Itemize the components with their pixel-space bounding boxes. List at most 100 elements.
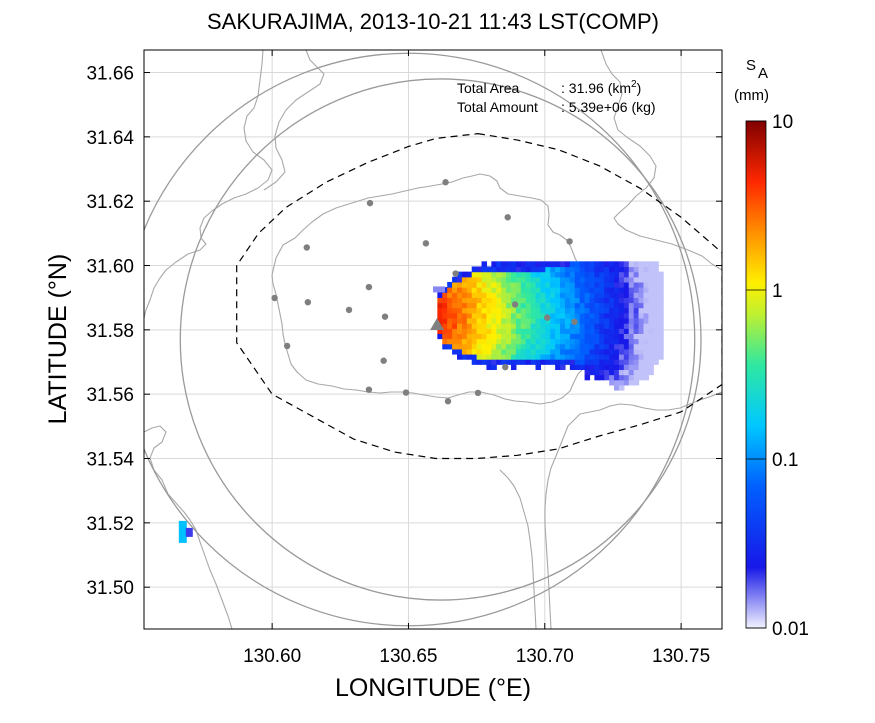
ash-cell <box>555 328 561 334</box>
total-area-unit-close: ) <box>637 80 642 96</box>
ash-cell <box>614 359 620 365</box>
ash-cell <box>520 281 527 288</box>
ash-cell <box>555 281 561 288</box>
ash-cell <box>520 261 527 268</box>
ash-cell <box>609 281 615 288</box>
ash-cell <box>638 292 645 298</box>
ash-cell <box>520 276 527 283</box>
ash-cell <box>638 353 645 360</box>
ash-cell <box>461 312 468 319</box>
ash-cell <box>633 266 640 273</box>
ash-cell <box>604 364 610 371</box>
ash-cell <box>515 307 522 314</box>
ash-cell <box>442 292 448 298</box>
ash-cell <box>648 281 654 288</box>
ash-cell <box>530 276 537 283</box>
ash-cell <box>564 297 571 304</box>
total-area-label: Total Area <box>457 80 519 96</box>
ash-cell <box>633 323 640 329</box>
ash-cell <box>623 333 630 340</box>
ash-cell <box>589 369 596 376</box>
ash-cell <box>648 287 654 293</box>
y-tick-label: 31.66 <box>86 64 134 85</box>
ash-cell <box>540 281 546 288</box>
ash-cell <box>584 307 591 314</box>
ash-cell <box>574 281 581 288</box>
ash-cell <box>560 302 566 309</box>
ash-cell <box>589 328 596 334</box>
ash-cell <box>466 302 473 309</box>
ash-cell <box>599 323 605 329</box>
ash-cell <box>584 338 591 345</box>
ash-cell <box>579 261 586 268</box>
ash-cell <box>628 343 635 350</box>
ash-cell <box>540 353 546 360</box>
ash-cell <box>643 281 649 288</box>
ash-cell <box>520 292 527 298</box>
ash-cell <box>633 333 640 340</box>
ash-cell <box>633 271 640 278</box>
ash-cell <box>599 302 605 309</box>
ash-cell <box>540 266 546 273</box>
ash-cell <box>614 297 620 304</box>
ash-cell <box>550 302 556 309</box>
ash-cell <box>584 312 591 319</box>
ash-cell <box>643 312 649 319</box>
ash-cell <box>653 348 659 355</box>
ash-cell <box>584 323 591 329</box>
ash-cell <box>589 281 596 288</box>
colorbar-tick-label: 10 <box>772 112 793 133</box>
ash-cell <box>609 379 615 386</box>
ash-cell <box>618 384 625 391</box>
ash-cell <box>530 281 537 288</box>
ash-cell <box>491 364 497 371</box>
ash-cell <box>609 307 615 314</box>
ash-cell <box>653 281 659 288</box>
ash-cell <box>461 348 468 355</box>
ash-cell <box>628 333 635 340</box>
osumi-coastline-east <box>600 50 722 271</box>
ash-cell <box>466 317 473 324</box>
ash-cell <box>560 281 566 288</box>
ash-cell <box>599 297 605 304</box>
ash-cell <box>461 307 468 314</box>
ash-cell <box>579 359 586 365</box>
ash-cell <box>589 266 596 273</box>
ash-cell <box>643 333 649 340</box>
ash-cell <box>486 302 492 309</box>
ash-cell <box>506 307 512 314</box>
ash-cell <box>550 353 556 360</box>
ash-cell <box>501 266 507 273</box>
ash-cell <box>614 261 620 268</box>
ash-cell <box>452 348 458 355</box>
ash-cell <box>466 287 473 293</box>
ash-cell <box>486 292 492 298</box>
ash-cell <box>658 271 664 278</box>
ash-cell <box>643 369 649 376</box>
ash-cell <box>452 317 458 324</box>
ash-cell <box>520 312 527 319</box>
ash-cell <box>648 261 654 268</box>
ash-cell <box>550 317 556 324</box>
ash-cell <box>648 317 654 324</box>
y-tick-label: 31.54 <box>86 450 134 471</box>
total-amount-value: : 5.39e+06 (kg) <box>561 99 656 115</box>
ash-cell <box>609 359 615 365</box>
ash-cell <box>452 307 458 314</box>
ash-cell <box>501 307 507 314</box>
ash-cell <box>560 276 566 283</box>
ash-cell <box>535 292 542 298</box>
ash-cell <box>589 364 596 371</box>
ash-cell <box>476 271 483 278</box>
ash-cell <box>525 333 532 340</box>
ash-cell <box>496 271 502 278</box>
ash-cell <box>643 297 649 304</box>
ash-cell <box>560 348 566 355</box>
ash-cell <box>555 323 561 329</box>
ash-cell <box>520 328 527 334</box>
ash-cell <box>574 287 581 293</box>
ash-cell <box>540 338 546 345</box>
ash-cell <box>638 271 645 278</box>
ash-cell <box>584 266 591 273</box>
ash-cell <box>653 333 659 340</box>
